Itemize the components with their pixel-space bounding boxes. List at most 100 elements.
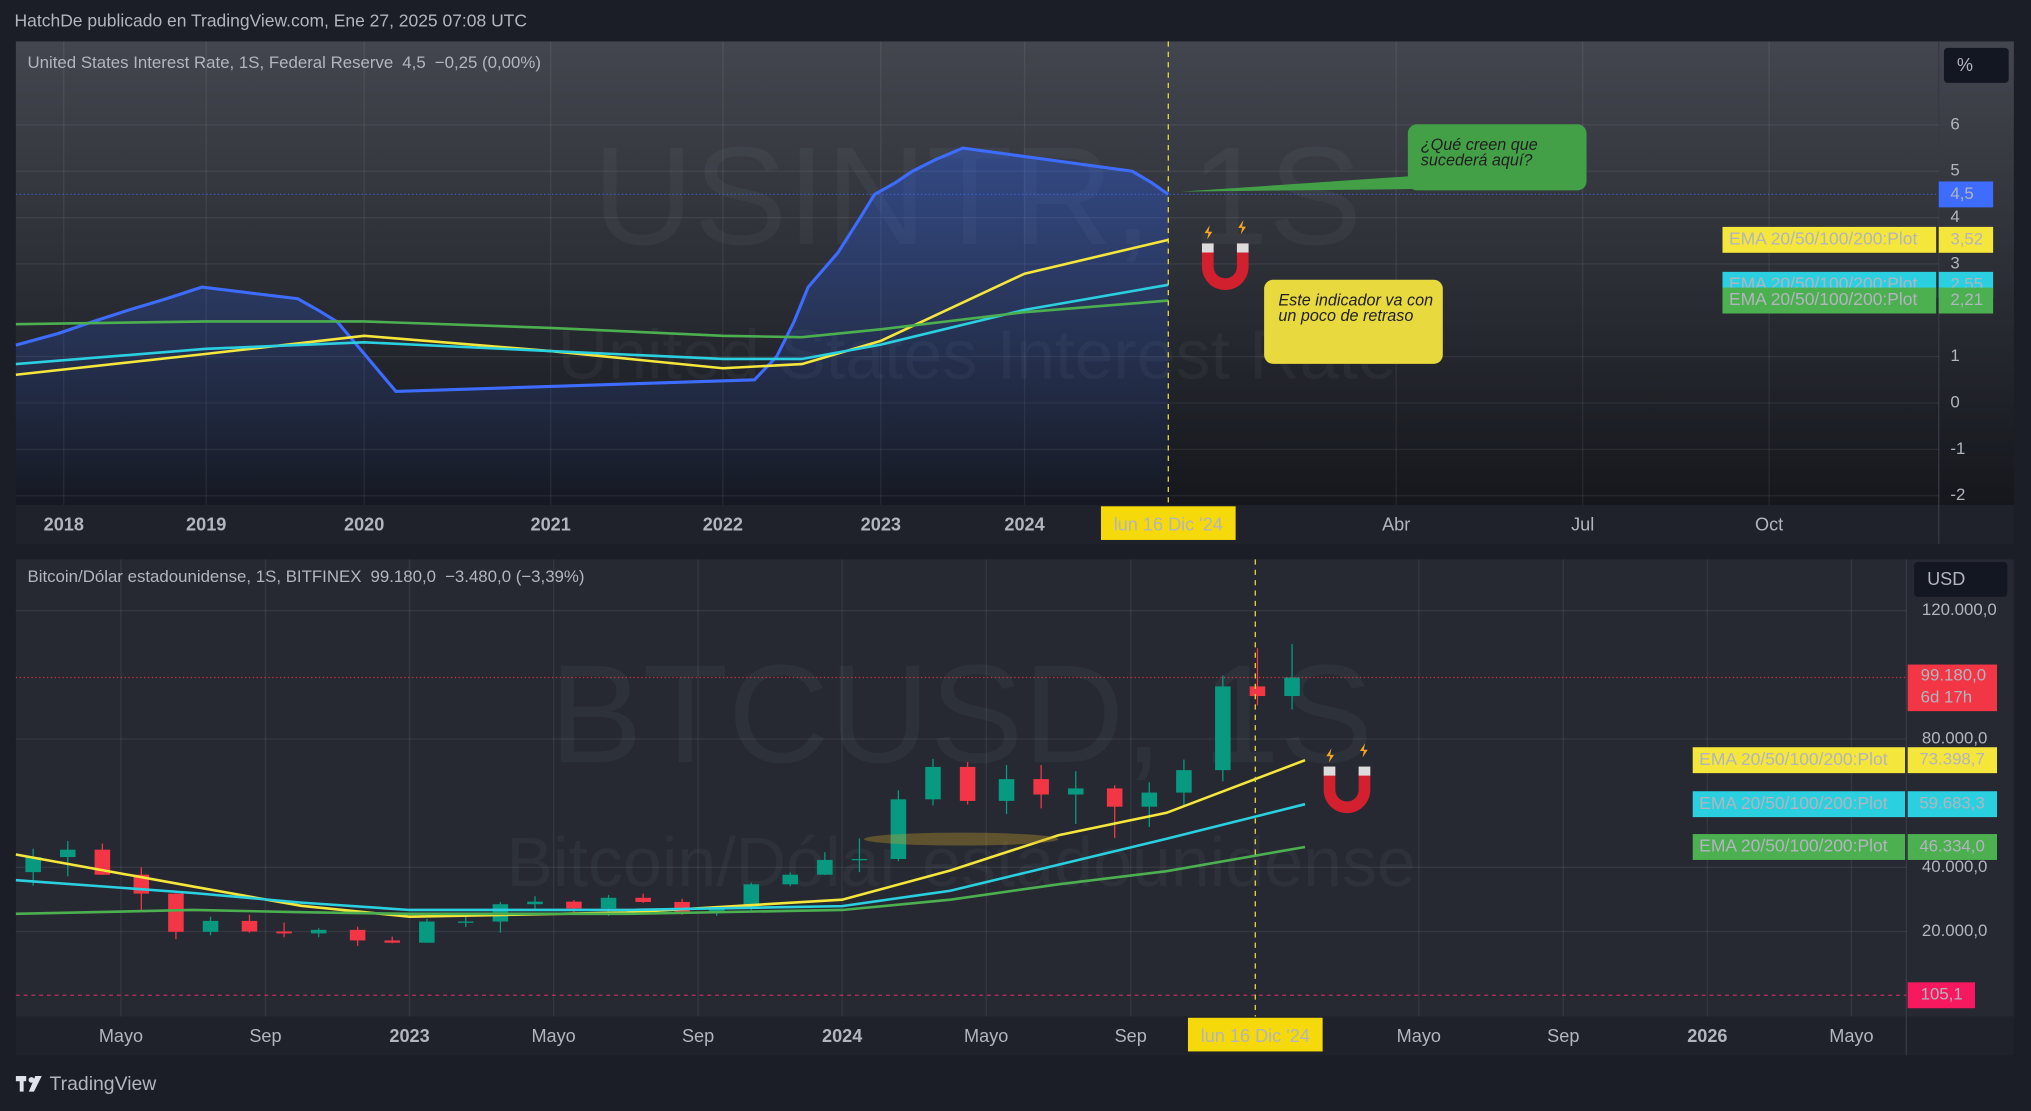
magnet-icon xyxy=(1323,743,1371,814)
candle-body xyxy=(708,909,725,913)
pane-bottom xyxy=(15,559,2014,1017)
series-name-tag xyxy=(1722,287,1937,314)
price-tag xyxy=(1938,181,1994,208)
candle-body xyxy=(1106,788,1123,807)
x-tick-label: 2024 xyxy=(822,1026,862,1046)
x-axis-bottom xyxy=(15,1016,2014,1056)
countdown-label: 6d 17h xyxy=(1921,688,1972,707)
y-tick-label: 4 xyxy=(1950,207,1959,226)
unit-label: % xyxy=(1957,55,1973,75)
x-tick-label: Mayo xyxy=(99,1026,143,1046)
y-tick-label: 6 xyxy=(1950,114,1959,133)
price-tag xyxy=(1907,747,1998,774)
crosshair-tag xyxy=(1187,1017,1323,1052)
area xyxy=(15,148,1169,505)
price-tag xyxy=(1938,287,1994,314)
x-tick-label: Sep xyxy=(1547,1026,1579,1046)
highlight xyxy=(864,832,1059,846)
candle-body xyxy=(817,859,833,875)
x-tick-label: 2024 xyxy=(1004,514,1044,534)
crosshair-tag xyxy=(1100,506,1236,540)
x-tick-label: Oct xyxy=(1755,514,1783,534)
y-tick-label: 120.000,0 xyxy=(1922,600,1997,619)
y-tick-label: 5 xyxy=(1950,161,1959,180)
candle-body xyxy=(890,799,907,859)
logo xyxy=(15,1076,42,1092)
x-tick-label: Sep xyxy=(1115,1026,1147,1046)
callout-label: Este indicador va con un poco de retraso xyxy=(1278,292,1434,326)
candle-body xyxy=(600,897,617,909)
price-tag-label: 99.180,0 xyxy=(1921,666,1987,685)
price-tag-label: 4,5 xyxy=(1950,184,1973,203)
series-name-label: EMA 20/50/100/200:Plot xyxy=(1699,749,1888,769)
candle-body xyxy=(674,901,690,913)
candle-body xyxy=(998,779,1015,801)
series-name-label: EMA 20/50/100/200:Plot xyxy=(1729,289,1918,309)
candle-body xyxy=(635,897,651,902)
candle-body xyxy=(25,857,41,873)
line xyxy=(15,758,1306,919)
candle-body xyxy=(1249,686,1266,697)
series-name-tag xyxy=(1692,834,1906,860)
callout-text: Este indicador va con un poco de retraso xyxy=(1278,292,1434,326)
crosshair-label: lun 16 Dic '24 xyxy=(1201,1026,1310,1046)
x-tick-label: 2023 xyxy=(861,514,901,534)
magnet-icon xyxy=(1201,220,1249,291)
y-tick-label: 1 xyxy=(1950,346,1959,365)
candle-body xyxy=(743,884,760,910)
candle-body xyxy=(1141,792,1158,807)
price-tag xyxy=(1907,834,1998,860)
candle-body xyxy=(925,766,941,800)
price-tag xyxy=(1938,226,1994,253)
callout-text: ¿Qué creen que sucederá aquí? xyxy=(1421,137,1538,168)
candle-body xyxy=(1176,770,1192,793)
x-tick-label: 2021 xyxy=(530,514,570,534)
line xyxy=(15,845,1306,916)
x-tick-label: Sep xyxy=(249,1026,281,1046)
y-tick-label: 20.000,0 xyxy=(1922,921,1988,940)
chart-title: Bitcoin/Dólar estadounidense, 1S, BITFIN… xyxy=(28,567,362,586)
series-name-label: EMA 20/50/100/200:Plot xyxy=(1699,793,1888,813)
candle-body xyxy=(384,940,401,943)
candle-body xyxy=(349,929,366,941)
level-tag-label: 105,1 xyxy=(1921,985,1963,1004)
price-tag xyxy=(1907,791,1998,818)
x-tick-label: 2026 xyxy=(1687,1026,1727,1046)
x-tick-label: Mayo xyxy=(964,1026,1008,1046)
callout xyxy=(1407,124,1587,191)
price-tag-label: 73.398,7 xyxy=(1919,750,1985,769)
candle-body xyxy=(851,858,868,861)
x-tick-label: Abr xyxy=(1382,514,1410,534)
candle-body xyxy=(202,920,219,932)
candle-body xyxy=(1067,788,1084,795)
x-axis-top xyxy=(15,505,2014,544)
change-value: −0,25 (0,00%) xyxy=(435,53,541,72)
line xyxy=(15,802,1306,912)
change-value: −3.480,0 (−3,39%) xyxy=(445,567,584,586)
series-name-tag xyxy=(1692,791,1906,818)
series-name-label: EMA 20/50/100/200:Plot xyxy=(1729,228,1918,248)
price-tag-label: 46.334,0 xyxy=(1919,836,1985,855)
x-tick-label: 2022 xyxy=(703,514,743,534)
series-name-tag xyxy=(1692,747,1906,774)
x-tick-label: 2019 xyxy=(186,514,226,534)
candle-body xyxy=(1033,779,1049,795)
x-tick-label: 2020 xyxy=(344,514,384,534)
x-tick-label: Mayo xyxy=(1397,1026,1441,1046)
candle-body xyxy=(1284,677,1300,697)
x-tick-label: 2018 xyxy=(44,514,84,534)
x-tick-label: 2023 xyxy=(389,1026,429,1046)
chart-title: United States Interest Rate, 1S, Federal… xyxy=(28,53,394,72)
callout xyxy=(1264,279,1443,364)
price-tag xyxy=(1907,664,1998,712)
last-value: 4,5 xyxy=(402,53,425,72)
y-tick-label: 80.000,0 xyxy=(1922,728,1988,747)
candle-body xyxy=(959,766,976,801)
unit-label: USD xyxy=(1927,569,1965,589)
candle-body xyxy=(276,931,292,934)
y-tick-label: -2 xyxy=(1950,485,1965,504)
last-value: 99.180,0 xyxy=(371,567,437,586)
charts: -2 -1 0 1 3 4 5 6 2018 2019 2020 2021 2022 2023 2024 Ab… xyxy=(15,41,2009,1052)
x-tick-label: Sep xyxy=(682,1026,714,1046)
